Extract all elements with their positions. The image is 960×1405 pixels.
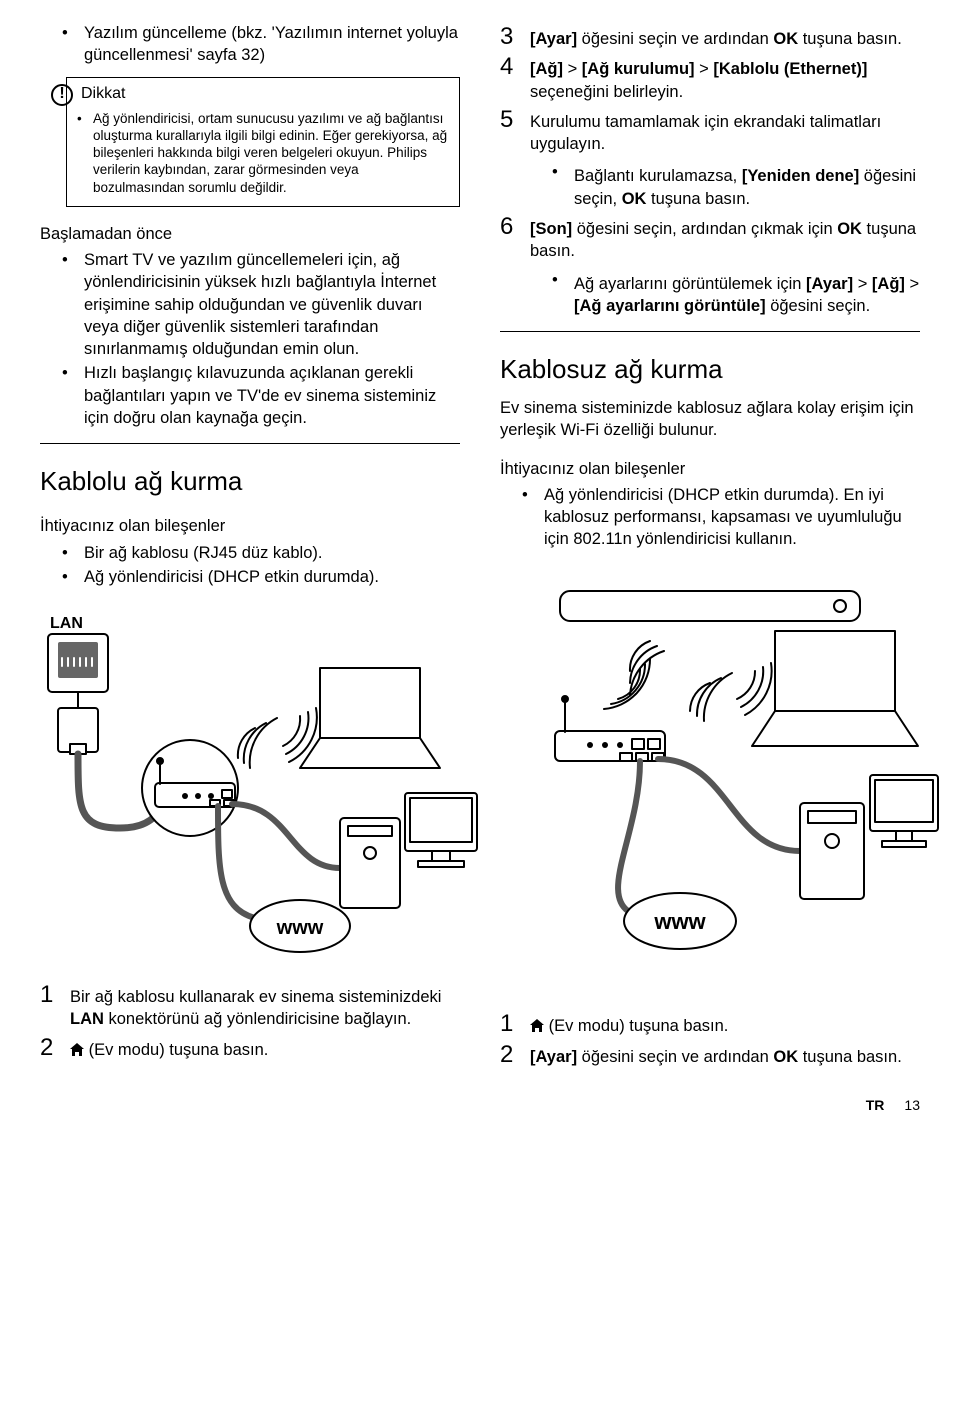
wired-step-1: 1 Bir ağ kablosu kullanarak ev sinema si…: [40, 982, 460, 1031]
intro-text: Yazılım güncelleme (bkz. 'Yazılımın inte…: [84, 22, 460, 67]
caution-icon: !: [51, 84, 73, 106]
right-column: 3 [Ayar] öğesini seçin ve ardından OK tu…: [500, 20, 920, 1068]
before-start-head: Başlamadan önce: [40, 223, 460, 245]
wireless-components-head: İhtiyacınız olan bileşenler: [500, 458, 920, 480]
wireless-network-figure: www: [500, 571, 920, 1001]
wired-network-heading: Kablolu ağ kurma: [40, 464, 460, 499]
www-label: www: [276, 917, 324, 939]
caution-box: ! Dikkat • Ağ yönlendiricisi, ortam sunu…: [66, 77, 460, 207]
footer-page: 13: [904, 1096, 920, 1115]
home-icon: [70, 1040, 84, 1062]
wireless-components-item-1: • Ağ yönlendiricisi (DHCP etkin durumda)…: [500, 484, 920, 551]
left-column: • Yazılım güncelleme (bkz. 'Yazılımın in…: [40, 20, 460, 1068]
divider: [500, 331, 920, 332]
lan-label: LAN: [50, 615, 83, 632]
caution-text: Ağ yönlendiricisi, ortam sunucusu yazılı…: [93, 110, 449, 196]
wired-step-5: 5 Kurulumu tamamlamak için ekrandaki tal…: [500, 107, 920, 210]
components-item-1: • Bir ağ kablosu (RJ45 düz kablo).: [40, 542, 460, 564]
divider: [40, 443, 460, 444]
components-needed-head: İhtiyacınız olan bileşenler: [40, 515, 460, 537]
intro-bullet: • Yazılım güncelleme (bkz. 'Yazılımın in…: [40, 22, 460, 67]
wired-step-3: 3 [Ayar] öğesini seçin ve ardından OK tu…: [500, 24, 920, 50]
before-start-item-2: • Hızlı başlangıç kılavuzunda açıklanan …: [40, 362, 460, 429]
wired-step-2: 2 (Ev modu) tuşuna basın.: [40, 1035, 460, 1062]
wired-step-6: 6 [Son] öğesini seçin, ardından çıkmak i…: [500, 214, 920, 317]
wireless-step-1: 1 (Ev modu) tuşuna basın.: [500, 1011, 920, 1038]
wireless-network-heading: Kablosuz ağ kurma: [500, 352, 920, 387]
footer-lang: TR: [866, 1096, 885, 1115]
www-label-2: www: [653, 909, 706, 934]
wireless-step-2: 2 [Ayar] öğesini seçin ve ardından OK tu…: [500, 1042, 920, 1068]
components-item-2: • Ağ yönlendiricisi (DHCP etkin durumda)…: [40, 566, 460, 588]
wireless-intro: Ev sinema sisteminizde kablosuz ağlara k…: [500, 397, 920, 442]
home-icon: [530, 1016, 544, 1038]
wired-step-4: 4 [Ağ] > [Ağ kurulumu] > [Kablolu (Ether…: [500, 54, 920, 103]
wired-network-figure: LAN: [40, 608, 460, 968]
page-footer: TR 13: [40, 1096, 920, 1115]
before-start-item-1: • Smart TV ve yazılım güncellemeleri içi…: [40, 249, 460, 360]
caution-title: Dikkat: [81, 84, 125, 104]
